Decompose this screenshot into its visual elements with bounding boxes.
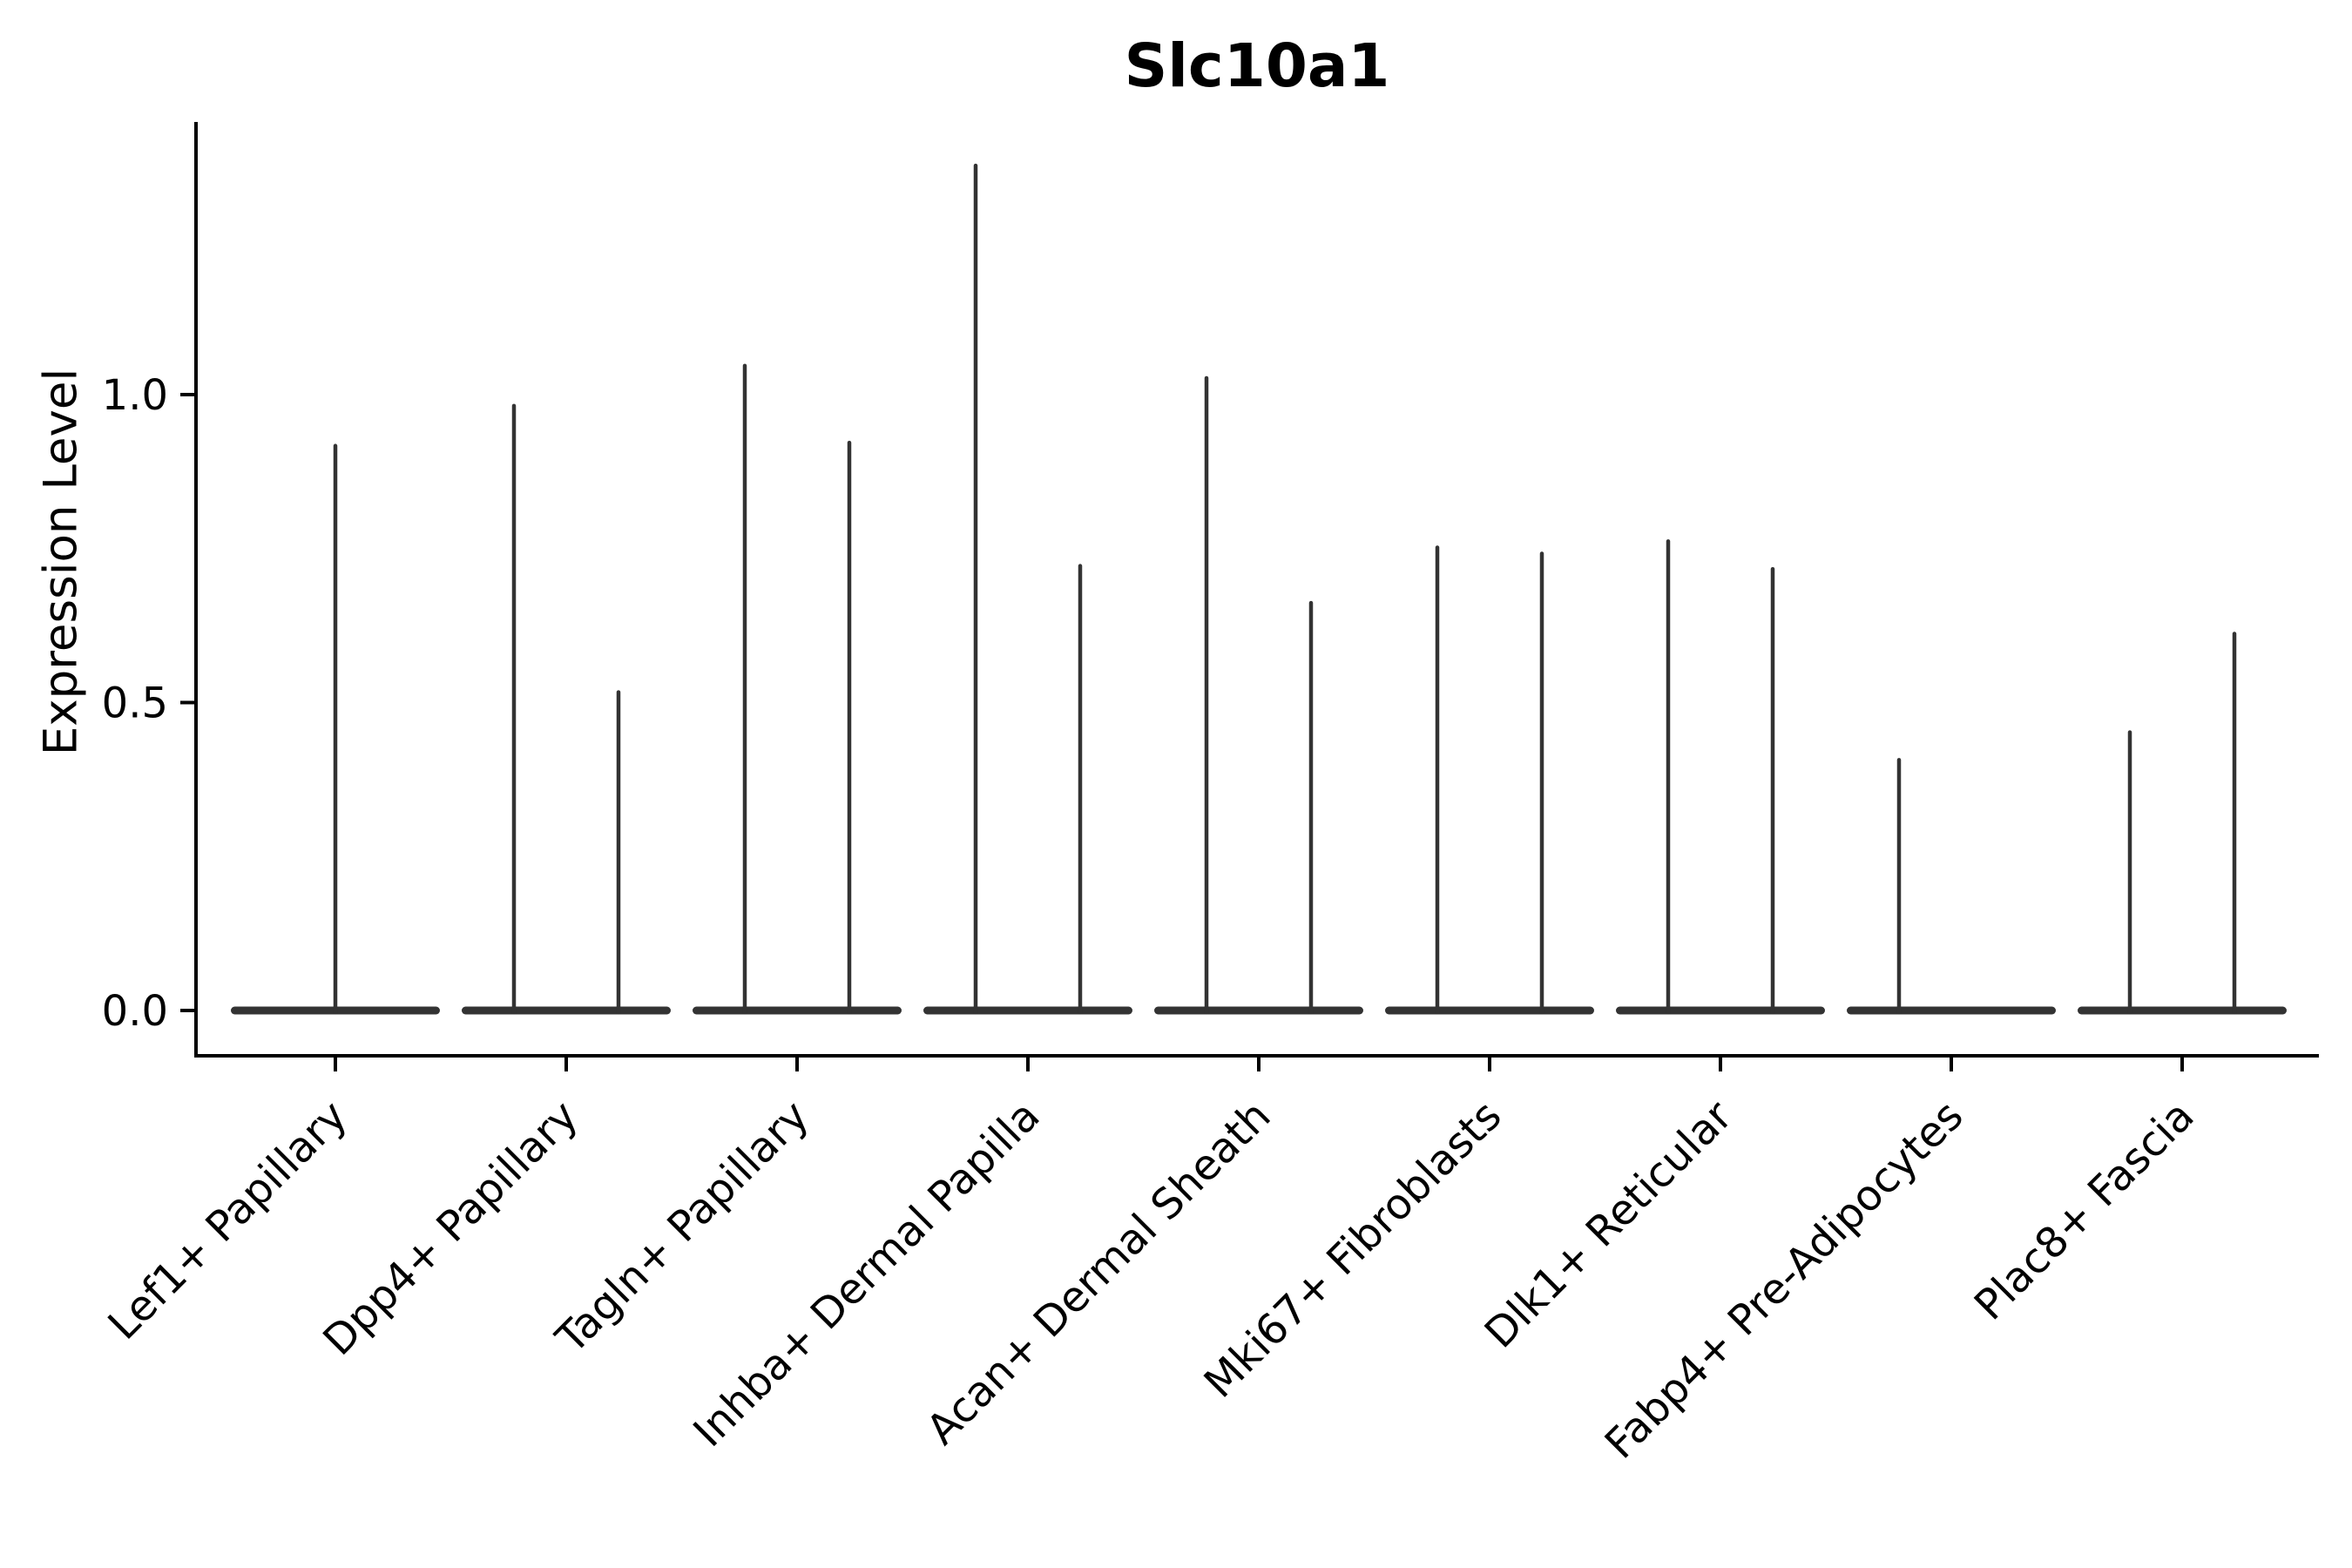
violin-spike bbox=[511, 403, 517, 1015]
x-tick bbox=[564, 1058, 568, 1071]
x-tick bbox=[1719, 1058, 1722, 1071]
x-tick bbox=[334, 1058, 337, 1071]
x-tick-label: Dlk1+ Reticular bbox=[1476, 1092, 1742, 1358]
violin-spike bbox=[2127, 730, 2132, 1015]
y-tick-label: 1.0 bbox=[102, 371, 168, 420]
violin-base bbox=[1616, 1006, 1825, 1015]
y-tick bbox=[180, 393, 194, 396]
violin-base bbox=[923, 1006, 1132, 1015]
violin-base bbox=[1154, 1006, 1363, 1015]
chart-title: Slc10a1 bbox=[1124, 31, 1390, 101]
violin-spike bbox=[616, 690, 621, 1015]
violin-spike bbox=[1896, 758, 1902, 1015]
y-tick-label: 0.0 bbox=[102, 987, 168, 1036]
violin-spike bbox=[2232, 632, 2237, 1015]
violin-base bbox=[1847, 1006, 2056, 1015]
violin-base bbox=[693, 1006, 902, 1015]
violin-spike bbox=[1204, 375, 1209, 1015]
violin-base bbox=[2078, 1006, 2287, 1015]
violin-spike bbox=[1435, 545, 1440, 1015]
x-tick bbox=[1950, 1058, 1953, 1071]
x-tick bbox=[2180, 1058, 2184, 1071]
violin-spike bbox=[847, 441, 852, 1015]
violin-base bbox=[1385, 1006, 1594, 1015]
violin-spike bbox=[1308, 600, 1314, 1015]
violin-spike bbox=[1666, 539, 1671, 1015]
y-tick bbox=[180, 1009, 194, 1012]
x-tick bbox=[1488, 1058, 1491, 1071]
violin-spike bbox=[1078, 564, 1083, 1015]
y-axis-line bbox=[194, 122, 198, 1058]
x-tick bbox=[1026, 1058, 1030, 1071]
violin-spike bbox=[1770, 566, 1775, 1015]
x-tick bbox=[1257, 1058, 1260, 1071]
x-axis-line bbox=[194, 1054, 2319, 1058]
violin-base bbox=[462, 1006, 671, 1015]
y-tick bbox=[180, 700, 194, 705]
y-tick-label: 0.5 bbox=[102, 679, 168, 728]
x-tick bbox=[795, 1058, 799, 1071]
violin-spike bbox=[333, 443, 338, 1015]
violin-spike bbox=[973, 163, 978, 1015]
x-tick-label: Plac8+ Fascia bbox=[1965, 1092, 2204, 1330]
x-tick-label: Tagln+ Papillary bbox=[546, 1092, 818, 1363]
x-tick-label: Lef1+ Papillary bbox=[99, 1092, 357, 1349]
violin-spike bbox=[742, 363, 747, 1015]
x-tick-label: Dpp4+ Papillary bbox=[314, 1092, 587, 1365]
violin-spike bbox=[1539, 551, 1544, 1015]
